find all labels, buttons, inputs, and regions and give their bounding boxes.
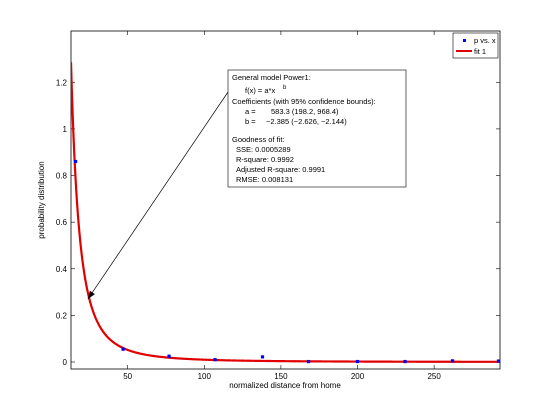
legend: p vs. x fit 1 — [452, 32, 499, 59]
y-tick-label: 1 — [63, 125, 68, 134]
x-tick-label: 50 — [123, 372, 132, 381]
annotation-coef-b-label: b = — [245, 117, 256, 126]
fit-annotation: General model Power1: f(x) = a*x b Coeff… — [87, 69, 407, 300]
legend-box — [452, 32, 499, 59]
annotation-rmse: RMSE: 0.008131 — [236, 175, 293, 184]
data-point — [355, 359, 360, 364]
y-tick-label: 0.8 — [56, 172, 68, 181]
annotation-coef-a-value: 583.3 (198.2, 968.4) — [271, 107, 339, 116]
data-point — [260, 355, 265, 359]
annotation-formula: f(x) = a*x — [245, 86, 275, 95]
annotation-arrowhead — [87, 290, 95, 300]
data-point — [213, 358, 217, 362]
x-axis-label: normalized distance from home — [229, 381, 341, 390]
data-point — [167, 354, 171, 358]
y-tick-label: 0.4 — [56, 265, 68, 274]
y-tick-label: 0.6 — [56, 218, 68, 227]
data-point — [121, 347, 125, 351]
annotation-sse: SSE: 0.0005289 — [236, 145, 291, 154]
annotation-coef-b-value: −2.385 (−2.626, −2.144) — [266, 117, 347, 126]
annotation-model-title: General model Power1: — [232, 73, 311, 82]
x-tick-label: 100 — [198, 372, 212, 381]
fit-curve — [71, 62, 500, 363]
data-point — [306, 359, 311, 364]
annotation-formula-exponent: b — [283, 85, 287, 91]
x-tick-label: 200 — [351, 372, 365, 381]
x-tick-label: 250 — [427, 372, 441, 381]
y-axis-label: probability distribution — [37, 161, 46, 238]
annotation-adj-rsquare: Adjusted R-square: 0.9991 — [236, 165, 325, 174]
annotation-rsquare: R-square: 0.9992 — [236, 155, 294, 164]
annotation-coefficients-title: Coefficients (with 95% confidence bounds… — [232, 97, 376, 106]
annotation-arrow — [87, 91, 229, 300]
legend-label-points: p vs. x — [474, 36, 496, 45]
legend-label-curve: fit 1 — [474, 47, 486, 56]
data-point — [496, 359, 501, 363]
annotation-coef-a-label: a = — [245, 107, 256, 116]
data-point — [450, 359, 455, 363]
x-tick-label: 150 — [274, 372, 288, 381]
legend-marker-points — [463, 39, 466, 42]
data-point — [403, 359, 407, 364]
y-tick-label: 0.2 — [56, 311, 68, 320]
annotation-gof-title: Goodness of fit: — [232, 135, 285, 144]
y-tick-label: 1.2 — [56, 78, 68, 87]
y-tick-label: 0 — [63, 358, 68, 367]
annotation-box — [227, 69, 407, 188]
data-point — [73, 159, 78, 164]
